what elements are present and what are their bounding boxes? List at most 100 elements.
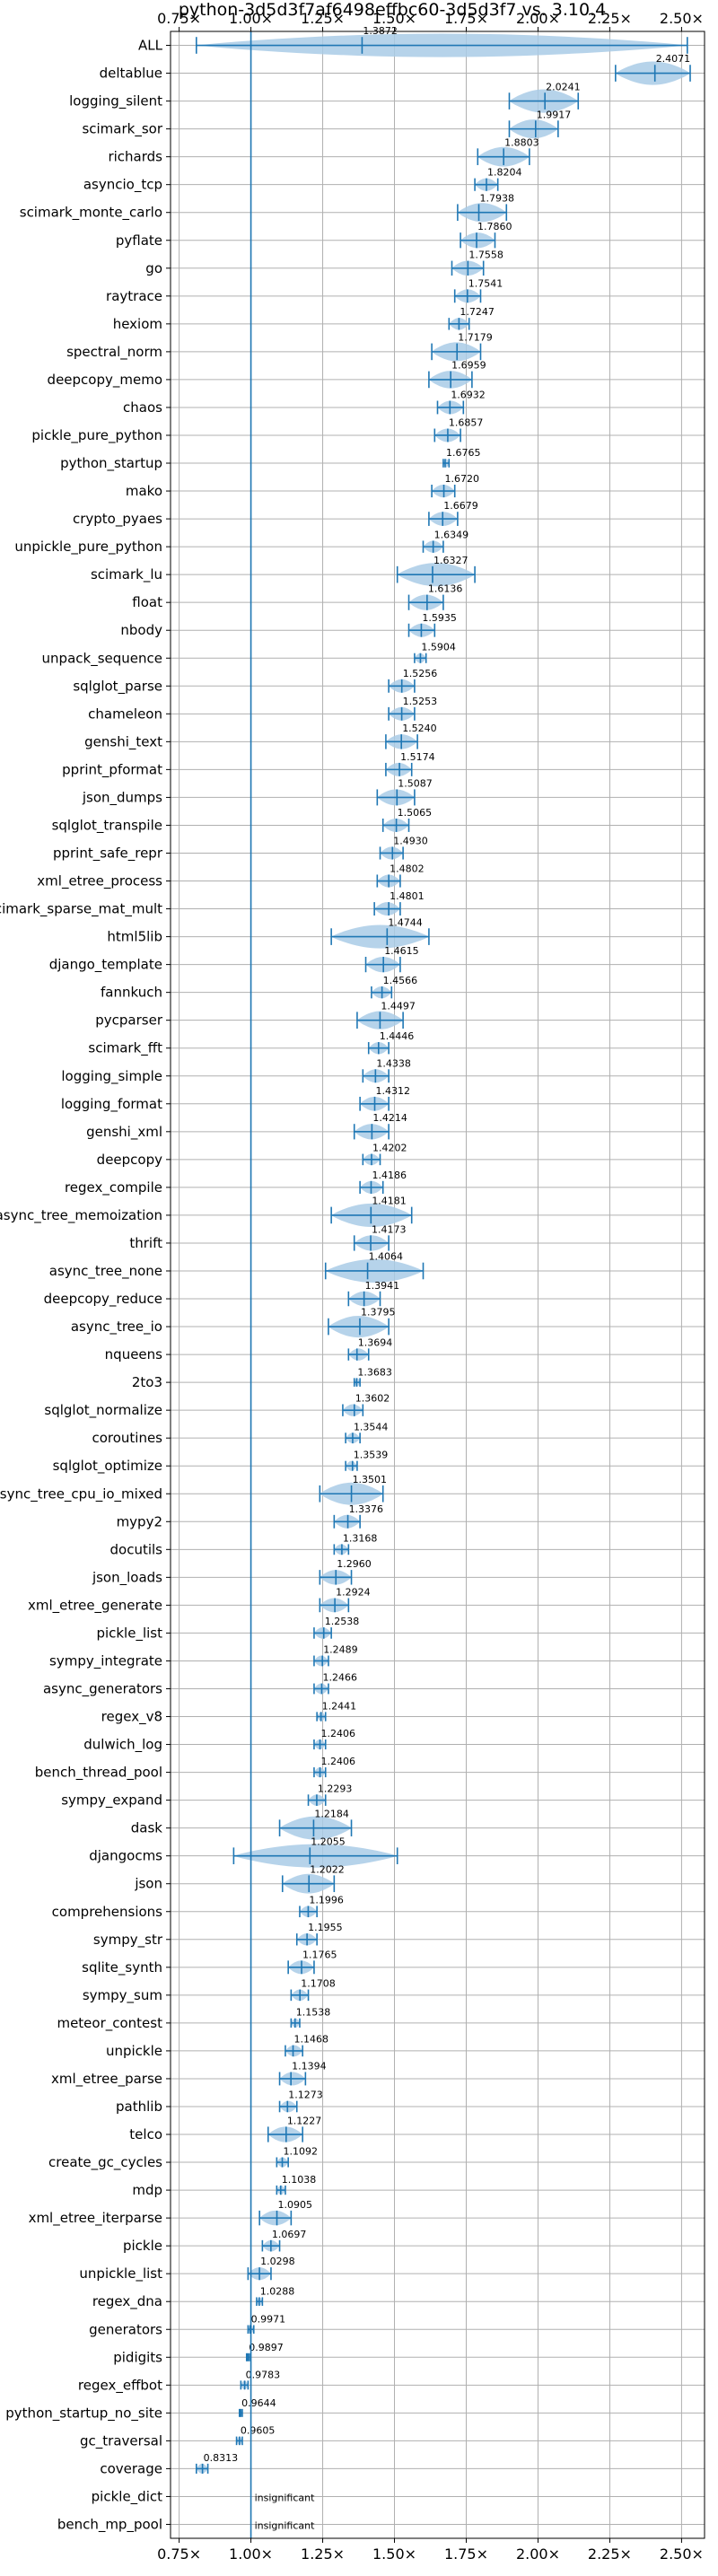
x-tick-label-top: 2.00×: [516, 10, 560, 27]
data-label-async-tree-memoization: 1.4181: [372, 1196, 407, 1207]
x-tick-label-top: 0.75×: [157, 10, 201, 27]
data-label-nqueens: 1.3694: [358, 1336, 393, 1348]
category-label-deepcopy-reduce: deepcopy_reduce: [44, 1291, 162, 1308]
data-label-json: 1.2022: [310, 1863, 345, 1875]
data-label-pprint-pformat: 1.5174: [400, 751, 435, 763]
category-label-pycparser: pycparser: [95, 1012, 163, 1029]
data-label-chaos: 1.6932: [451, 389, 485, 400]
x-tick-label-top: 1.00×: [229, 10, 273, 27]
data-label-comprehensions: 1.1996: [309, 1894, 344, 1906]
data-label-sqlglot-normalize: 1.3602: [355, 1392, 390, 1404]
data-label-async-tree-io: 1.3795: [361, 1307, 396, 1319]
category-label-deepcopy: deepcopy: [97, 1152, 162, 1168]
data-label-docutils: 1.3168: [343, 1532, 378, 1544]
category-label-go: go: [145, 260, 162, 276]
data-label-sympy-sum: 1.1708: [301, 1978, 336, 1990]
data-label-mdp: 1.1038: [282, 2174, 317, 2186]
data-label-generators: 0.9971: [251, 2313, 286, 2325]
data-label-hexiom: 1.7247: [460, 306, 495, 318]
category-label-create-gc-cycles: create_gc_cycles: [48, 2154, 162, 2171]
category-label-sympy-integrate: sympy_integrate: [49, 1652, 162, 1669]
category-label-scimark-monte-carlo: scimark_monte_carlo: [20, 205, 162, 222]
category-label-mdp: mdp: [132, 2182, 162, 2198]
x-tick-label-top: 2.50×: [660, 10, 704, 27]
data-label-sympy-expand: 1.2293: [318, 1783, 353, 1794]
category-label-nqueens: nqueens: [105, 1346, 162, 1362]
data-label-sqlite-synth: 1.1765: [302, 1949, 337, 1960]
category-label-mako: mako: [126, 483, 162, 499]
x-tick-label-top: 1.25×: [301, 10, 345, 27]
category-label-richards: richards: [108, 149, 162, 165]
data-label-regex-compile: 1.4186: [372, 1170, 407, 1181]
category-label-fannkuch: fannkuch: [101, 985, 162, 1001]
category-label-django-template: django_template: [49, 957, 162, 974]
category-label-python-startup: python_startup: [60, 455, 162, 472]
data-label-pidigits: 0.9897: [249, 2342, 284, 2353]
x-tick-label-bottom: 2.25×: [588, 2545, 632, 2563]
category-label-xml-etree-generate: xml_etree_generate: [28, 1597, 162, 1614]
x-tick-label-bottom: 1.50×: [372, 2545, 416, 2563]
category-label-sqlite-synth: sqlite_synth: [82, 1959, 162, 1976]
data-label-logging-simple: 1.4338: [376, 1057, 411, 1069]
data-label-genshi-xml: 1.4214: [372, 1112, 407, 1124]
data-label-python-startup-no-site: 0.9644: [241, 2397, 276, 2409]
data-label-sympy-integrate: 1.2489: [323, 1644, 358, 1656]
category-label-coverage: coverage: [100, 2460, 162, 2476]
data-label-unpack-sequence: 1.5904: [421, 642, 456, 653]
data-label-coverage: 0.8313: [204, 2452, 239, 2464]
category-label-asyncio-tcp: asyncio_tcp: [83, 177, 162, 194]
category-label-djangocms: djangocms: [89, 1848, 162, 1864]
data-label-pickle: 1.0697: [272, 2229, 307, 2240]
data-label-deepcopy-reduce: 1.3941: [365, 1280, 400, 1292]
x-tick-label-top: 2.25×: [588, 10, 632, 27]
category-label-deepcopy-memo: deepcopy_memo: [48, 372, 162, 389]
data-label-async-generators: 1.2466: [322, 1672, 357, 1684]
category-label-coroutines: coroutines: [92, 1430, 162, 1446]
data-label-gc-traversal: 0.9605: [241, 2425, 276, 2437]
data-label-pprint-safe-repr: 1.4930: [393, 835, 428, 846]
category-label-xml-etree-process: xml_etree_process: [37, 873, 162, 890]
chart-title: python-3d5d3f7af6498effbc60-3d5d3f7 vs. …: [179, 0, 606, 20]
data-label-scimark-monte-carlo: 1.7938: [480, 192, 515, 204]
data-label-genshi-text: 1.5240: [402, 723, 437, 734]
category-label-async-generators: async_generators: [43, 1680, 162, 1697]
data-label-spectral-norm: 1.7179: [458, 332, 493, 344]
category-label-sympy-str: sympy_str: [93, 1932, 163, 1949]
category-label-unpickle-pure-python: unpickle_pure_python: [14, 539, 162, 556]
category-label-mypy2: mypy2: [117, 1513, 162, 1529]
grid-layer: [171, 31, 705, 2538]
category-label-raytrace: raytrace: [106, 288, 162, 304]
data-label-xml-etree-parse: 1.1394: [292, 2060, 327, 2072]
category-label-bench-mp-pool: bench_mp_pool: [57, 2516, 162, 2533]
data-label-scimark-fft: 1.4446: [380, 1030, 415, 1042]
category-label-regex-effbot: regex_effbot: [78, 2377, 162, 2394]
category-label-unpickle: unpickle: [106, 2043, 162, 2059]
data-label-regex-v8: 1.2441: [322, 1700, 357, 1712]
data-label-float: 1.6136: [428, 583, 463, 595]
data-label-async-tree-cpu-io-mixed: 1.3501: [353, 1474, 388, 1485]
category-label-unpickle-list: unpickle_list: [79, 2265, 162, 2282]
data-label-html5lib: 1.4744: [388, 916, 423, 928]
category-label-dask: dask: [131, 1820, 163, 1836]
category-label-comprehensions: comprehensions: [52, 1904, 163, 1920]
data-label-pathlib: 1.1273: [288, 2090, 323, 2101]
category-label-regex-compile: regex_compile: [65, 1179, 162, 1196]
data-label-regex-dna: 1.0288: [260, 2285, 295, 2297]
category-label-json: json: [134, 1876, 162, 1892]
data-label-meteor-contest: 1.1538: [296, 2007, 331, 2019]
category-label-sqlglot-parse: sqlglot_parse: [73, 678, 162, 695]
category-label-dulwich-log: dulwich_log: [83, 1737, 162, 1754]
plot-frame: [170, 31, 705, 2539]
category-label-generators: generators: [89, 2321, 162, 2337]
category-label-unpack-sequence: unpack_sequence: [42, 650, 162, 667]
category-label-pickle: pickle: [123, 2238, 162, 2254]
data-label-json-dumps: 1.5087: [398, 777, 433, 789]
category-label-logging-silent: logging_silent: [69, 93, 162, 110]
data-label-python-startup: 1.6765: [446, 447, 481, 459]
data-label-scimark-lu: 1.6327: [433, 555, 468, 566]
category-label-pprint-safe-repr: pprint_safe_repr: [53, 845, 163, 862]
category-label-sympy-expand: sympy_expand: [61, 1792, 162, 1809]
data-label-go: 1.7558: [468, 250, 503, 261]
data-label-pyflate: 1.7860: [477, 221, 512, 232]
category-label-sqlglot-transpile: sqlglot_transpile: [52, 817, 162, 834]
